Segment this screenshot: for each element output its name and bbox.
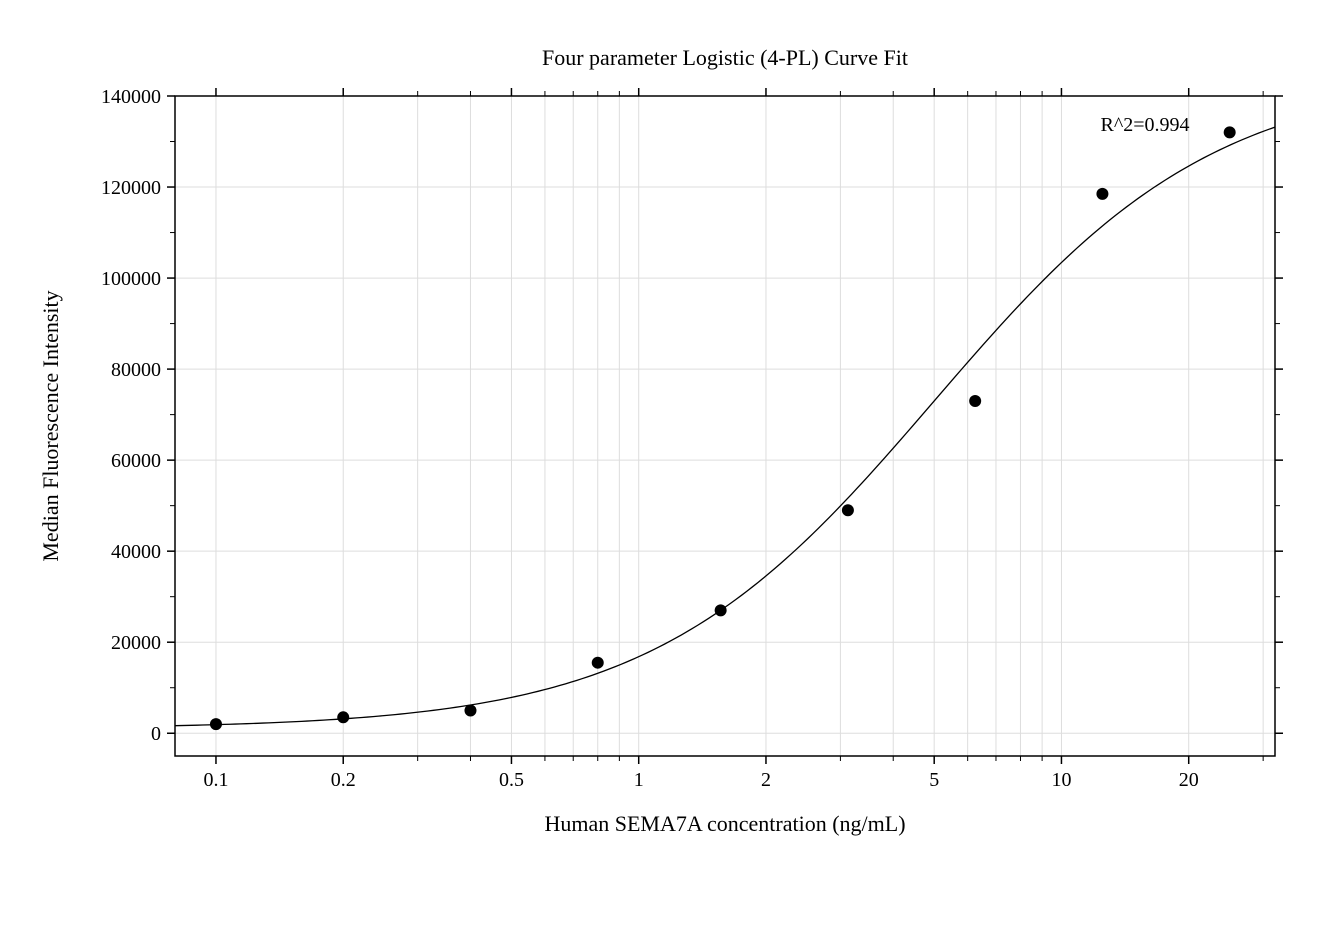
chart-container: 0 20000 40000 60000 80000 100000 120000 140000 0… xyxy=(0,0,1340,932)
svg-text:0.5: 0.5 xyxy=(499,769,524,791)
svg-text:Four parameter Logistic (4-PL): Four parameter Logistic (4-PL) Curve Fit xyxy=(542,45,908,70)
svg-text:10: 10 xyxy=(1051,769,1071,791)
svg-text:20000: 20000 xyxy=(111,632,161,654)
chart-svg: 0 20000 40000 60000 80000 100000 120000 140000 0… xyxy=(0,0,1340,932)
svg-text:140000: 140000 xyxy=(101,86,161,108)
svg-text:0.1: 0.1 xyxy=(203,769,228,791)
svg-text:5: 5 xyxy=(929,769,939,791)
svg-text:100000: 100000 xyxy=(101,268,161,290)
svg-text:40000: 40000 xyxy=(111,541,161,563)
svg-text:60000: 60000 xyxy=(111,450,161,472)
svg-text:2: 2 xyxy=(761,769,771,791)
svg-text:20: 20 xyxy=(1179,769,1199,791)
svg-text:0.2: 0.2 xyxy=(331,769,356,791)
svg-text:Median Fluorescence Intensity: Median Fluorescence Intensity xyxy=(38,290,63,561)
svg-text:80000: 80000 xyxy=(111,359,161,381)
svg-text:1: 1 xyxy=(634,769,644,791)
svg-text:R^2=0.994: R^2=0.994 xyxy=(1100,114,1189,136)
svg-text:Human SEMA7A concentration (ng: Human SEMA7A concentration (ng/mL) xyxy=(544,811,905,836)
svg-text:120000: 120000 xyxy=(101,177,161,199)
svg-text:0: 0 xyxy=(151,723,161,745)
